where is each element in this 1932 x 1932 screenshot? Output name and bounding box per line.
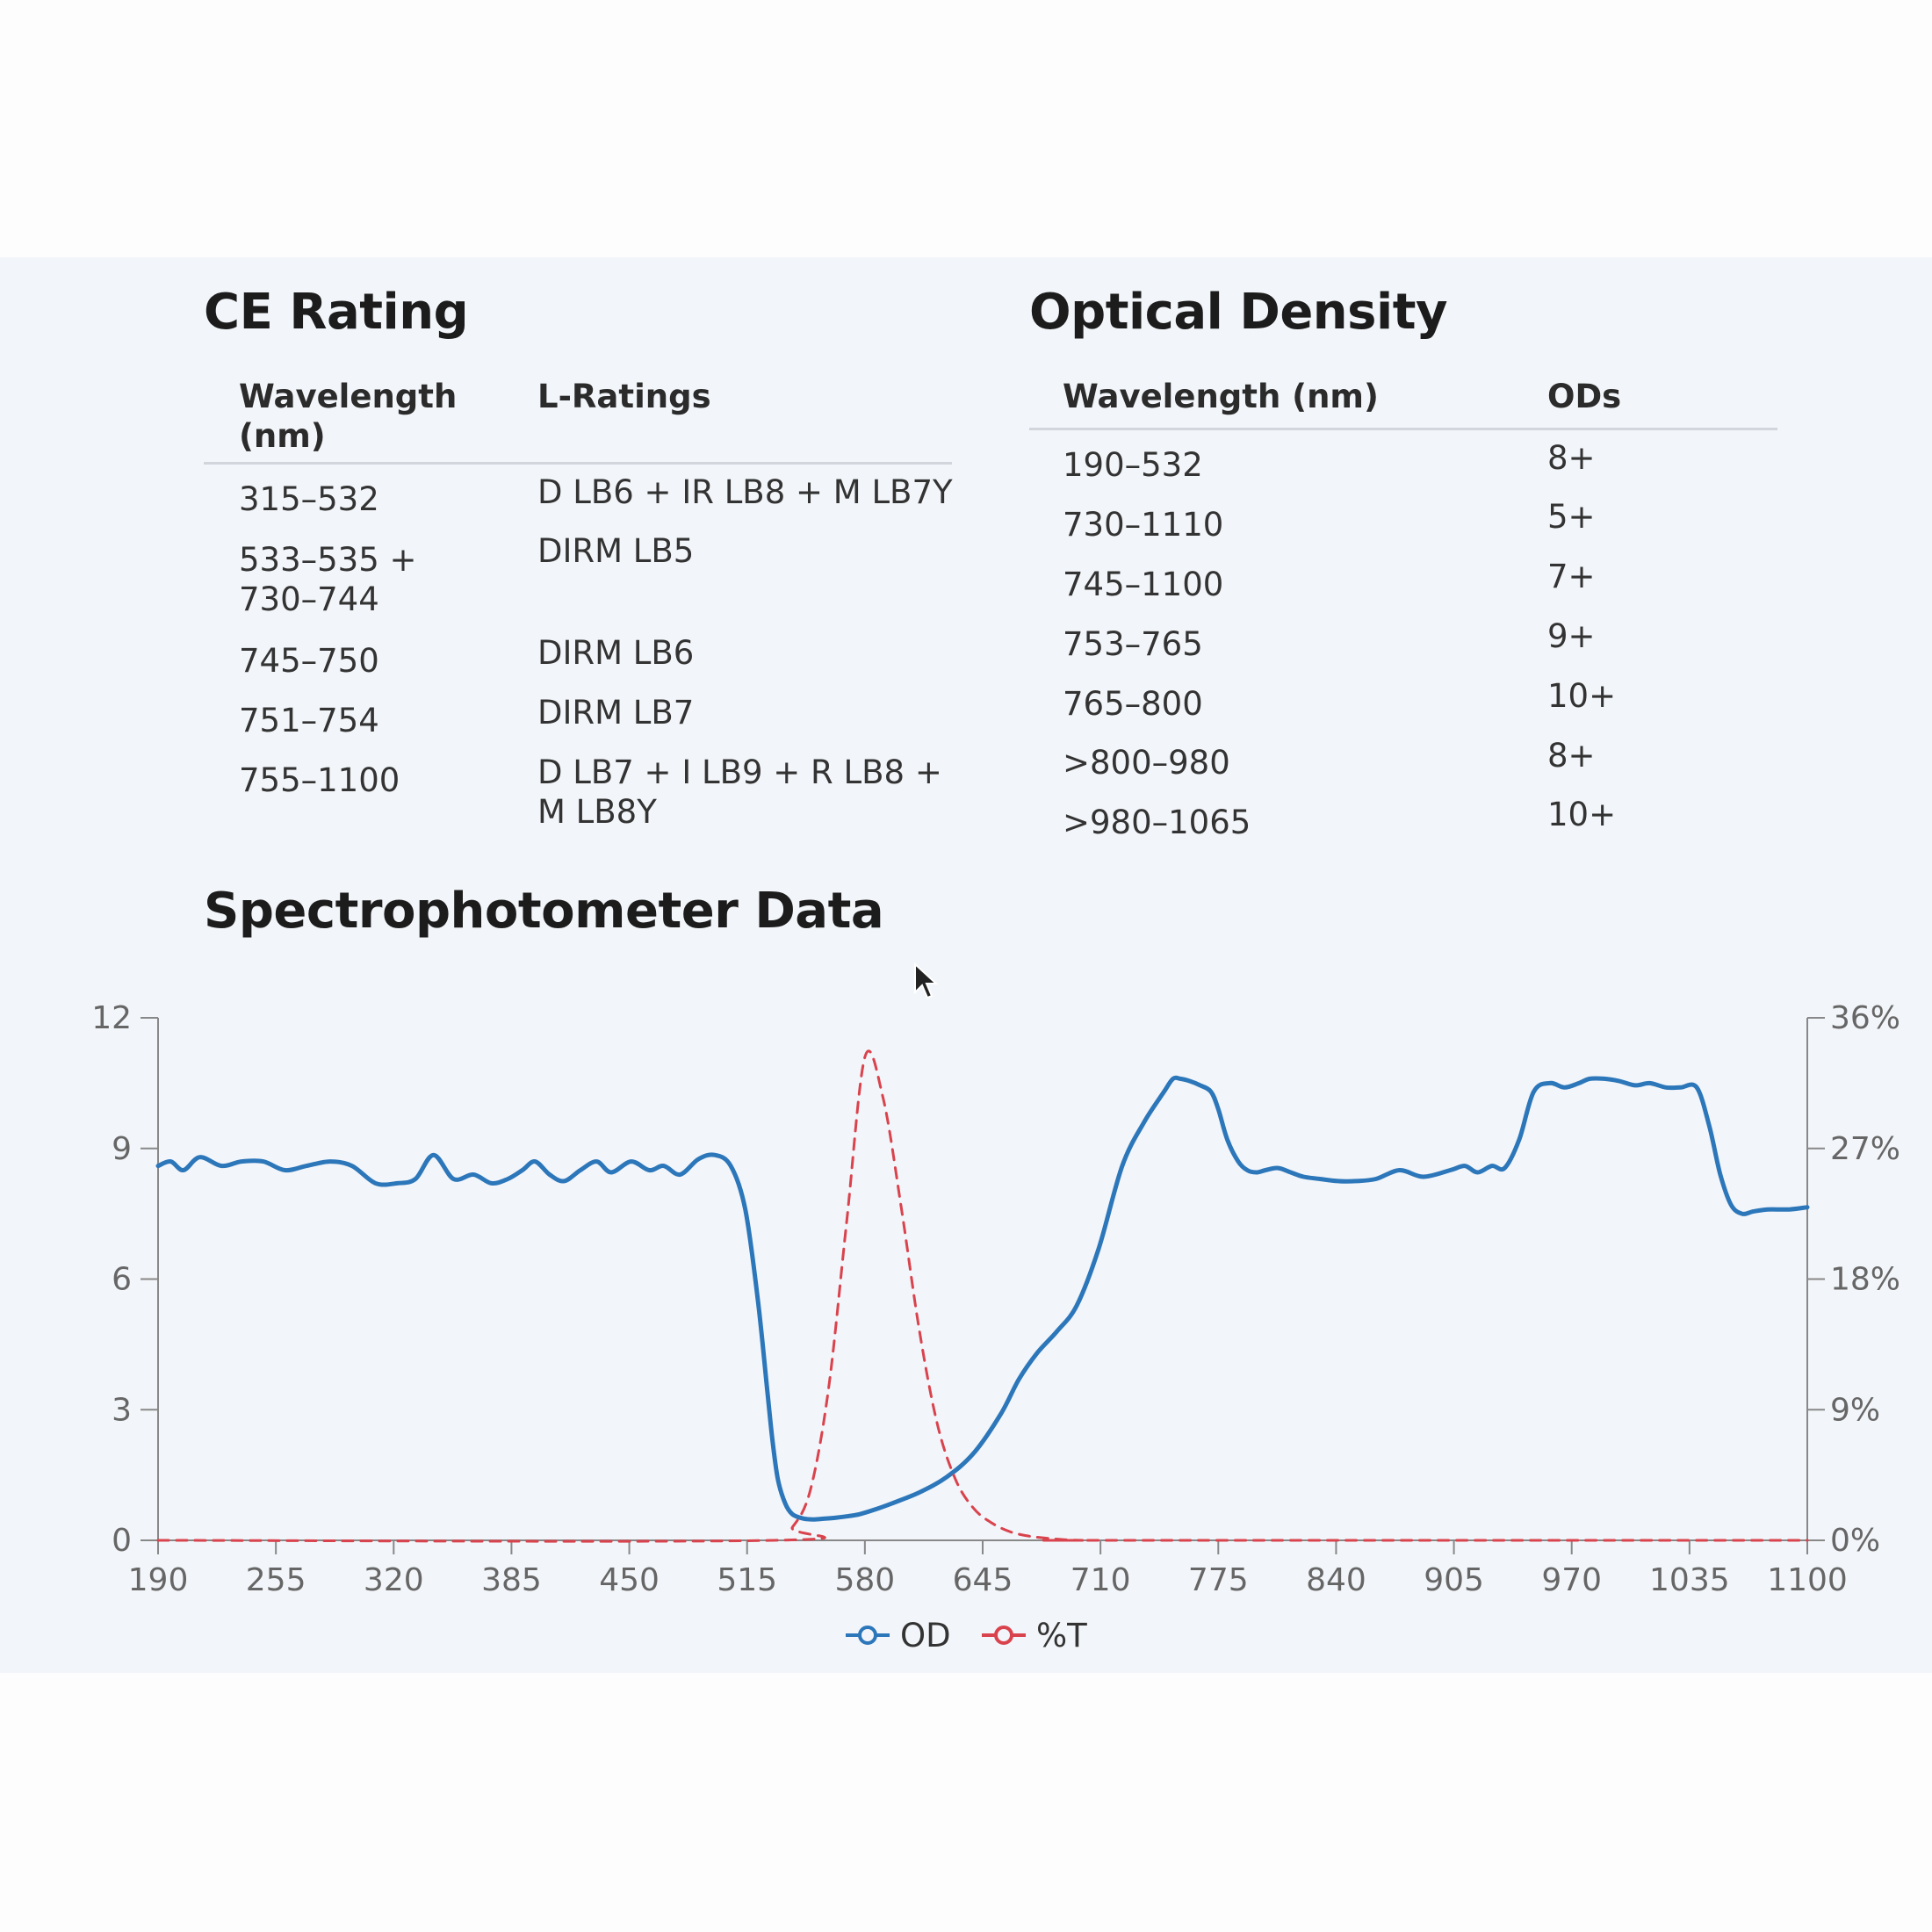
ce-row-2-rating: DIRM LB5 <box>537 532 695 570</box>
od-row-3-value: 7+ <box>1547 558 1596 595</box>
x-tick-label: 710 <box>1071 1562 1131 1598</box>
y-left-tick-label: 6 <box>112 1262 132 1298</box>
legend-od-marker-icon <box>858 1626 877 1645</box>
spectro-title: Spectrophotometer Data <box>204 883 884 940</box>
x-tick-label: 385 <box>481 1562 542 1598</box>
chart-legend: OD %T <box>846 1617 1087 1654</box>
od-row-1-value: 8+ <box>1547 439 1596 477</box>
y-right-tick-label: 18% <box>1830 1262 1900 1298</box>
od-row-4-wavelength: 753–765 <box>1063 625 1203 663</box>
y-left-tick-label: 12 <box>91 1000 132 1036</box>
od-header-wavelength: Wavelength (nm) <box>1063 378 1379 415</box>
legend-percent-t-marker-icon <box>994 1626 1013 1645</box>
y-right-tick-label: 27% <box>1830 1131 1900 1167</box>
x-tick-label: 840 <box>1306 1562 1366 1598</box>
ce-row-5-rating-line1: D LB7 + I LB9 + R LB8 + <box>537 753 942 791</box>
ce-row-4-wavelength: 751–754 <box>239 702 379 739</box>
spectrophotometer-chart: 0 3 6 9 12 0% 9% 18% 27% 36% 190 255 320 385 450 515 580… <box>91 1000 1900 1654</box>
series-line-od <box>155 1075 1810 1522</box>
od-row-6-value: 8+ <box>1547 737 1596 775</box>
x-tick-label: 1035 <box>1649 1562 1730 1598</box>
ce-header-divider <box>204 462 952 465</box>
legend-percent-t-label: %T <box>1036 1617 1087 1654</box>
od-row-1-wavelength: 190–532 <box>1063 446 1203 484</box>
x-tick-label: 320 <box>364 1562 424 1598</box>
mouse-cursor-icon <box>914 962 939 999</box>
od-row-5-value: 10+ <box>1547 677 1617 715</box>
ce-row-2-wavelength-line2: 730–744 <box>239 580 379 618</box>
od-row-2-value: 5+ <box>1547 498 1596 536</box>
chart-axes: 0 3 6 9 12 0% 9% 18% 27% 36% 190 255 320 385 450 515 580… <box>91 1000 1900 1598</box>
ce-header-wavelength-line1: Wavelength <box>239 378 458 415</box>
y-left-tick-label: 0 <box>112 1523 132 1559</box>
ce-row-2-wavelength-line1: 533–535 + <box>239 541 417 579</box>
y-left-tick-label: 3 <box>112 1392 132 1428</box>
ce-row-3-rating: DIRM LB6 <box>537 634 695 672</box>
od-row-3-wavelength: 745–1100 <box>1063 566 1224 603</box>
x-tick-label: 1100 <box>1767 1562 1848 1598</box>
series-line-percent-t <box>156 1049 1809 1543</box>
ce-row-5-wavelength: 755–1100 <box>239 761 400 799</box>
od-row-5-wavelength: 765–800 <box>1063 685 1203 723</box>
ce-rating-title: CE Rating <box>204 284 469 341</box>
y-right-tick-label: 9% <box>1830 1392 1880 1428</box>
ce-row-5-rating-line2: M LB8Y <box>537 793 657 831</box>
y-left-tick-label: 9 <box>112 1131 132 1167</box>
x-tick-label: 970 <box>1541 1562 1602 1598</box>
od-row-7-wavelength: >980–1065 <box>1063 804 1251 841</box>
legend-od-label: OD <box>900 1617 951 1654</box>
ce-header-wavelength-line2: (nm) <box>239 417 326 455</box>
content-panel: CE Rating Wavelength (nm) L-Ratings 315–… <box>0 257 1932 1673</box>
od-row-6-wavelength: >800–980 <box>1063 744 1230 782</box>
chart-series <box>155 1049 1810 1543</box>
ce-row-1-wavelength: 315–532 <box>239 480 379 518</box>
ce-header-wavelength: Wavelength (nm) <box>239 377 457 456</box>
x-tick-label: 645 <box>953 1562 1013 1598</box>
y-right-tick-label: 36% <box>1830 1000 1900 1036</box>
x-tick-label: 450 <box>599 1562 660 1598</box>
ce-row-4-rating: DIRM LB7 <box>537 694 695 732</box>
ce-row-3-wavelength: 745–750 <box>239 642 379 680</box>
x-tick-label: 515 <box>717 1562 777 1598</box>
x-tick-label: 775 <box>1188 1562 1249 1598</box>
x-tick-label: 190 <box>128 1562 189 1598</box>
od-row-2-wavelength: 730–1110 <box>1063 506 1224 544</box>
od-header-ods: ODs <box>1547 378 1622 415</box>
optical-density-title: Optical Density <box>1029 284 1447 341</box>
x-tick-label: 580 <box>834 1562 895 1598</box>
ce-header-ratings: L-Ratings <box>537 378 711 415</box>
y-right-tick-label: 0% <box>1830 1523 1880 1559</box>
ce-row-5-rating: D LB7 + I LB9 + R LB8 + M LB8Y <box>537 753 942 832</box>
x-tick-label: 255 <box>246 1562 306 1598</box>
ce-row-2-wavelength: 533–535 + 730–744 <box>239 540 417 619</box>
od-row-4-value: 9+ <box>1547 617 1596 655</box>
ce-row-1-rating: D LB6 + IR LB8 + M LB7Y <box>537 473 953 511</box>
x-tick-label: 905 <box>1424 1562 1484 1598</box>
od-header-divider <box>1029 428 1777 430</box>
od-row-7-value: 10+ <box>1547 796 1617 833</box>
